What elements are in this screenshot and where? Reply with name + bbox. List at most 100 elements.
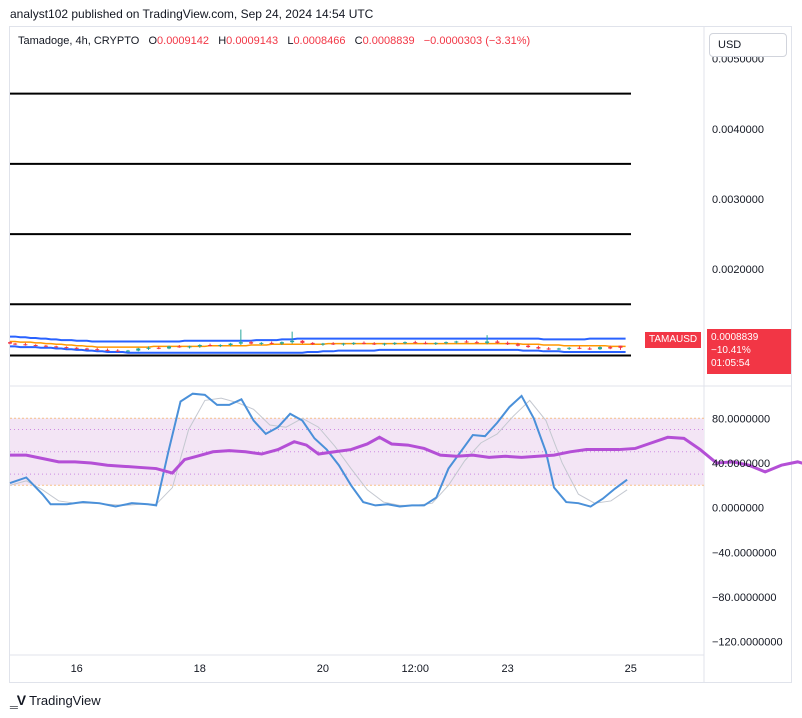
legend-low-value: 0.0008466 [293, 35, 346, 47]
candle-body [300, 340, 305, 343]
candle-body [8, 342, 12, 344]
price-tag-box: 0.0008839 −10.41% 01:05:54 [707, 329, 791, 374]
chart-frame [9, 26, 792, 683]
candle-body [105, 349, 110, 351]
tradingview-logo-icon: ‗V [10, 692, 26, 708]
oscillator-band-fill [10, 418, 704, 486]
candle-body [597, 347, 602, 350]
candle-body [310, 342, 315, 345]
candles [8, 329, 623, 353]
stoch-k-line [9, 392, 628, 508]
candle-body [485, 341, 490, 343]
legend-symbol: Tamadoge, 4h, CRYPTO [18, 35, 140, 47]
candle-body [54, 346, 59, 348]
oscillator-axis-tick-label: −40.0000000 [712, 547, 777, 559]
publisher-line: analyst102 published on TradingView.com,… [10, 7, 374, 21]
time-axis-tick-label: 20 [317, 663, 329, 675]
candle-body [146, 347, 151, 349]
legend-close-value: 0.0008839 [362, 35, 415, 47]
price-axis-tick-label: 0.0030000 [712, 194, 764, 206]
bollinger-lower-line [10, 345, 626, 354]
candle-body [423, 342, 428, 344]
candle-body [43, 345, 48, 347]
legend-change: −0.0000303 (−3.31%) [423, 35, 531, 47]
candle-body [33, 344, 38, 346]
candle-body [474, 342, 479, 344]
candle-body [556, 348, 561, 350]
price-tag-change: −10.41% [711, 345, 751, 356]
candle-body [197, 344, 202, 347]
bollinger-bands [10, 335, 626, 354]
bollinger-upper-line [10, 335, 626, 343]
candle-body [341, 343, 346, 345]
time-axis-tick-label: 25 [625, 663, 637, 675]
candle-body [259, 342, 264, 344]
candle-body [320, 343, 325, 345]
candle-body [382, 343, 387, 345]
oscillator-axis-tick-label: 80.0000000 [712, 413, 770, 425]
currency-button[interactable]: USD [709, 33, 787, 57]
legend-high-label: H [218, 35, 227, 47]
candle-body [218, 344, 223, 346]
candle-body [392, 342, 397, 344]
time-axis-tick-label: 12:00 [402, 663, 430, 675]
candle-body [495, 341, 500, 343]
stoch-d-line [9, 397, 628, 506]
price-axis-tick-label: 0.0020000 [712, 264, 764, 276]
candle-body [228, 343, 233, 345]
candle-body [249, 342, 254, 344]
candle-body [136, 348, 141, 351]
candle-body [167, 346, 172, 349]
candle-body [351, 342, 356, 344]
candle-body [115, 350, 120, 352]
candle-body [208, 344, 213, 346]
candle-body [95, 349, 100, 351]
candle-body [238, 342, 243, 344]
candle-body [403, 342, 408, 344]
tradingview-logo[interactable]: ‗V TradingView [10, 692, 101, 708]
candle-body [279, 342, 284, 344]
ohlc-legend: Tamadoge, 4h, CRYPTO O0.0009142 H0.00091… [18, 35, 530, 47]
candle-body [269, 342, 274, 344]
candle-body [177, 346, 182, 348]
candle-body [74, 347, 79, 349]
candle-body [618, 345, 623, 348]
price-tag-price: 0.0008839 [711, 332, 759, 343]
candle-body [505, 342, 510, 345]
oscillator-axis-tick-label: 0.0000000 [712, 503, 764, 515]
candle-body [361, 342, 366, 344]
candle-body [515, 344, 520, 346]
price-axis-tick-label: 0.0040000 [712, 124, 764, 136]
candle-body [577, 347, 582, 349]
legend-open-value: 0.0009142 [157, 35, 210, 47]
candle-body [64, 347, 69, 349]
candle-body [13, 343, 18, 345]
candle-body [433, 342, 438, 344]
price-tag-countdown: 01:05:54 [711, 358, 750, 369]
candle-body [156, 347, 161, 349]
candle-body [23, 344, 28, 346]
candle-body [464, 341, 469, 343]
time-axis-tick-label: 16 [71, 663, 83, 675]
oscillator-axis-tick-label: −120.0000000 [712, 637, 783, 649]
rsi-line [10, 435, 802, 475]
horizontal-levels [10, 92, 631, 357]
time-axis-tick-label: 23 [501, 663, 513, 675]
y-axis-ticks: 0.00500000.00400000.00300000.00200000.00… [712, 54, 783, 649]
candle-body [125, 350, 130, 352]
candle-body [331, 343, 336, 345]
legend-low-label: L [287, 35, 294, 47]
oscillator-axis-tick-label: −80.0000000 [712, 592, 777, 604]
bollinger-mid-line [10, 340, 626, 348]
candle-body [567, 347, 572, 349]
candle-body [587, 348, 592, 350]
tradingview-brand: TradingView [29, 692, 101, 708]
oscillator-axis-tick-label: 40.0000000 [712, 458, 770, 470]
candle-body [372, 343, 377, 345]
candle-body [444, 342, 449, 344]
candle-body [290, 340, 295, 343]
candle-body [84, 348, 89, 350]
candle-body [187, 346, 192, 348]
time-axis-tick-label: 18 [194, 663, 206, 675]
